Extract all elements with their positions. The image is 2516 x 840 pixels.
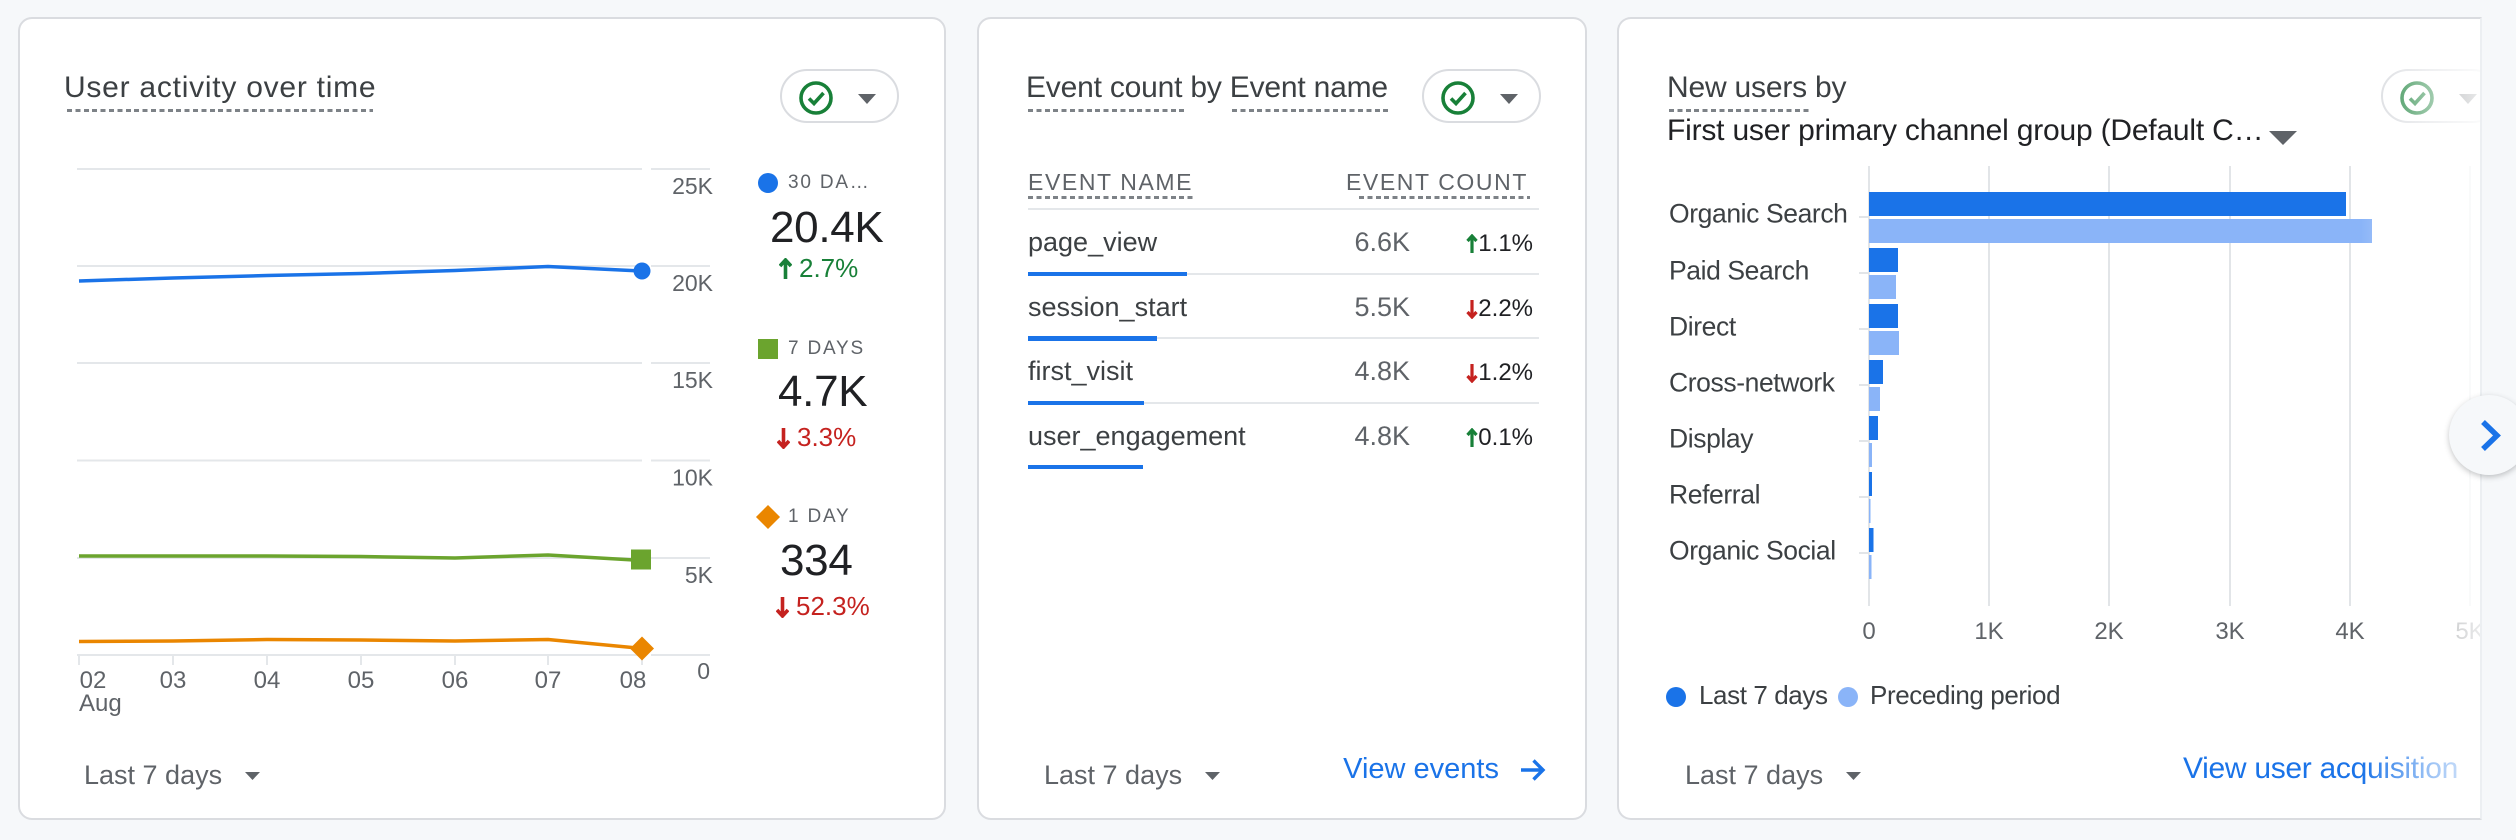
svg-text:Last 7 days: Last 7 days	[1699, 680, 1828, 710]
svg-text:Cross-network: Cross-network	[1669, 368, 1836, 398]
svg-text:1K: 1K	[1974, 618, 2003, 645]
svg-text:20K: 20K	[672, 270, 714, 296]
svg-text:5K: 5K	[685, 562, 714, 588]
svg-text:05: 05	[348, 667, 375, 694]
svg-text:2K: 2K	[2094, 618, 2123, 645]
svg-text:02: 02	[80, 667, 107, 694]
svg-text:07: 07	[535, 667, 562, 694]
svg-text:3K: 3K	[2215, 618, 2244, 645]
svg-text:Paid Search: Paid Search	[1669, 256, 1809, 286]
svg-text:10K: 10K	[672, 465, 714, 491]
svg-text:Preceding period: Preceding period	[1870, 680, 2060, 710]
svg-text:Aug: Aug	[79, 690, 122, 717]
svg-text:03: 03	[160, 667, 187, 694]
svg-text:06: 06	[442, 667, 469, 694]
svg-text:08: 08	[620, 667, 647, 694]
svg-text:4K: 4K	[2335, 618, 2364, 645]
svg-text:Organic Search: Organic Search	[1669, 199, 1848, 229]
svg-text:Direct: Direct	[1669, 312, 1737, 342]
svg-text:0: 0	[697, 658, 710, 684]
svg-text:25K: 25K	[672, 173, 714, 199]
svg-text:Display: Display	[1669, 424, 1754, 454]
svg-text:Referral: Referral	[1669, 480, 1760, 510]
svg-text:15K: 15K	[672, 367, 714, 393]
svg-text:0: 0	[1862, 618, 1875, 645]
svg-text:04: 04	[254, 667, 281, 694]
svg-text:Organic Social: Organic Social	[1669, 536, 1836, 566]
